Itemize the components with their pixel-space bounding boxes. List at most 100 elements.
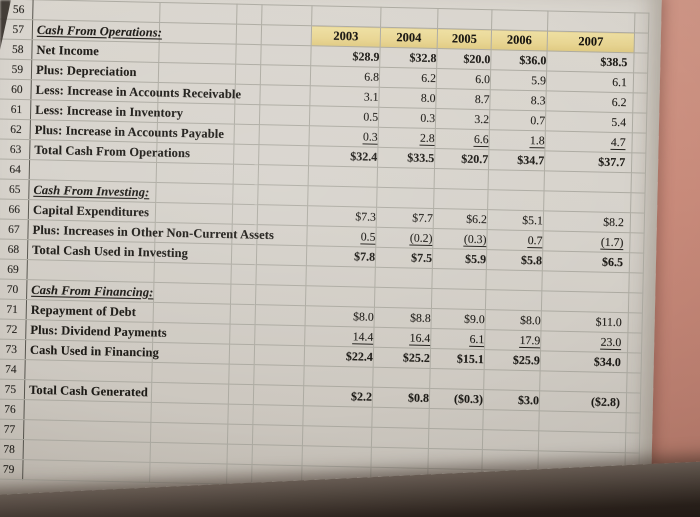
value-text: $8.8 xyxy=(409,310,431,325)
cell-value: 0.5 xyxy=(306,225,377,248)
value-text: (1.7) xyxy=(600,234,624,251)
cell-value xyxy=(431,288,486,310)
cell-empty xyxy=(230,284,256,305)
cell-value: 6.2 xyxy=(545,90,634,113)
cell-value: $34.0 xyxy=(540,350,628,373)
cell-value: $15.1 xyxy=(430,348,485,370)
value-text: 23.0 xyxy=(600,334,622,351)
row-number: 77 xyxy=(0,418,24,440)
cell-empty xyxy=(626,392,641,414)
cell-empty xyxy=(626,372,642,394)
cell-empty xyxy=(226,464,252,485)
value-text: 5.9 xyxy=(531,73,547,88)
cell-value: ($2.8) xyxy=(539,390,627,413)
cell-value: 6.8 xyxy=(310,65,380,88)
cell-value: 2.8 xyxy=(377,127,436,149)
row-number: 60 xyxy=(0,78,32,100)
label-text: Cash Used in Financing xyxy=(29,342,160,360)
cell-empty xyxy=(255,284,306,306)
cell-value xyxy=(483,369,541,391)
value-text: $7.8 xyxy=(353,249,376,264)
cell-value: $8.8 xyxy=(374,307,432,329)
value-text: ($0.3) xyxy=(453,391,484,407)
cash-flow-sheet: 56 57 Cash From Operations: 2003 2004 2005 200… xyxy=(0,0,649,494)
cell-empty xyxy=(257,204,308,226)
value-text: $5.9 xyxy=(464,251,487,267)
value-text: $38.5 xyxy=(600,54,628,70)
row-number: 65 xyxy=(0,178,30,200)
cell-value xyxy=(544,170,632,193)
cell-empty xyxy=(233,164,259,185)
cell-empty xyxy=(229,324,256,345)
cell-label xyxy=(23,439,151,463)
cell-value xyxy=(371,427,429,449)
cell-value: $7.5 xyxy=(375,247,433,269)
cell-value: 5.4 xyxy=(545,110,633,133)
label-text: Cash From Financing: xyxy=(31,282,154,299)
cell-label xyxy=(24,359,153,383)
value-text: 6.0 xyxy=(475,71,491,87)
cell-value xyxy=(434,168,489,190)
cell-empty xyxy=(227,424,253,445)
cell-label xyxy=(26,259,155,283)
value-text: $7.7 xyxy=(412,210,434,225)
row-number: 74 xyxy=(0,358,26,380)
cell-value: $25.2 xyxy=(373,347,431,369)
cell-value: 0.3 xyxy=(378,107,436,129)
cell-value: $9.0 xyxy=(431,308,486,330)
value-text: $37.7 xyxy=(598,154,626,170)
cell-value: $2.2 xyxy=(303,385,373,408)
cell-label xyxy=(29,159,157,183)
value-text: $15.1 xyxy=(456,351,485,367)
cell-value: (0.3) xyxy=(432,228,488,250)
cell-empty xyxy=(151,382,229,405)
cell-empty xyxy=(627,312,643,334)
cell-empty xyxy=(231,244,257,265)
cell-empty xyxy=(254,324,306,346)
cell-value xyxy=(302,425,372,448)
cell-empty xyxy=(630,212,645,234)
cell-value xyxy=(305,265,376,288)
cell-empty xyxy=(629,232,645,254)
cell-value: 8.0 xyxy=(378,87,437,109)
cell-label xyxy=(23,399,152,423)
cell-empty xyxy=(629,252,644,274)
cell-value: $7.7 xyxy=(376,207,434,229)
cell-value xyxy=(377,167,435,189)
value-text: $0.8 xyxy=(407,390,430,405)
cell-value xyxy=(485,289,542,311)
value-text: $22.4 xyxy=(345,349,374,364)
cell-label: Plus: Increases in Other Non-Current Ass… xyxy=(27,219,274,243)
cell-empty xyxy=(229,344,255,365)
cell-label: Total Cash From Operations xyxy=(29,139,190,163)
value-text: $36.0 xyxy=(519,52,547,68)
cell-value xyxy=(429,368,485,390)
cell-empty xyxy=(152,342,230,365)
cell-value: $32.8 xyxy=(379,47,438,69)
cell-empty xyxy=(227,404,254,425)
cell-value xyxy=(538,430,626,453)
cell-empty xyxy=(151,362,230,385)
row-number: 57 xyxy=(0,18,33,40)
cell-value xyxy=(431,268,487,290)
row-number: 58 xyxy=(0,38,33,60)
cell-empty xyxy=(150,422,228,445)
row-number: 73 xyxy=(0,338,26,360)
row-number: 72 xyxy=(0,318,27,340)
cell-label: Cash Used in Financing xyxy=(25,339,159,363)
cell-empty xyxy=(234,104,260,125)
cell-empty xyxy=(631,152,646,174)
cell-label: Repayment of Debt xyxy=(26,299,154,323)
cell-value: 6.1 xyxy=(430,328,485,350)
value-text: $2.2 xyxy=(350,389,373,404)
cell-value xyxy=(481,449,539,471)
cell-value: 6.2 xyxy=(379,67,437,89)
value-text: 0.5 xyxy=(360,228,376,246)
cell-empty xyxy=(149,462,227,485)
value-text: $8.0 xyxy=(352,309,374,324)
cell-value: (1.7) xyxy=(542,230,631,253)
value-text: 8.0 xyxy=(420,90,436,106)
year-header-cell: 2003 xyxy=(311,25,381,48)
value-text: (0.3) xyxy=(463,231,487,248)
cell-value xyxy=(307,185,378,208)
